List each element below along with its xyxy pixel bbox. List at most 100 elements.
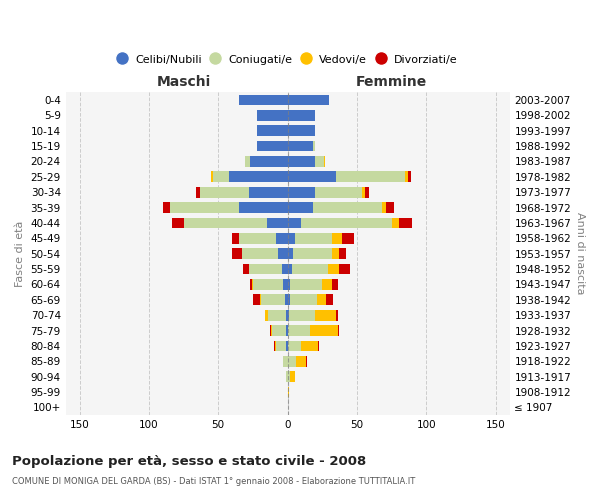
Bar — [253, 294, 260, 305]
Bar — [398, 218, 412, 228]
Bar — [285, 294, 287, 305]
Text: Femmine: Femmine — [356, 75, 427, 89]
Bar — [317, 294, 326, 305]
Bar — [301, 218, 392, 228]
Bar — [295, 233, 332, 243]
Bar — [257, 110, 287, 120]
Bar — [287, 110, 316, 120]
Bar — [332, 233, 341, 243]
Bar — [318, 340, 319, 351]
Bar — [336, 172, 406, 182]
Bar — [287, 94, 329, 106]
Bar — [338, 325, 339, 336]
Bar — [163, 202, 170, 213]
Bar — [269, 325, 271, 336]
Bar — [257, 140, 287, 151]
Bar — [332, 279, 338, 290]
Bar — [287, 187, 316, 198]
Bar — [265, 310, 268, 320]
Bar — [316, 156, 323, 167]
Bar — [336, 310, 338, 320]
Bar — [286, 310, 287, 320]
Bar — [239, 202, 287, 213]
Bar — [249, 187, 287, 198]
Bar — [408, 172, 411, 182]
Bar — [267, 218, 287, 228]
Bar — [272, 325, 286, 336]
Bar — [287, 172, 336, 182]
Bar — [386, 202, 394, 213]
Bar — [287, 233, 295, 243]
Bar — [257, 126, 287, 136]
Bar — [287, 279, 290, 290]
Bar — [229, 172, 287, 182]
Bar — [286, 372, 287, 382]
Bar — [196, 187, 200, 198]
Bar — [332, 248, 339, 259]
Bar — [339, 248, 346, 259]
Bar — [382, 202, 386, 213]
Bar — [322, 279, 332, 290]
Bar — [249, 264, 282, 274]
Bar — [339, 264, 350, 274]
Bar — [406, 172, 408, 182]
Bar — [271, 325, 272, 336]
Bar — [287, 264, 292, 274]
Bar — [268, 310, 286, 320]
Bar — [239, 233, 277, 243]
Bar — [290, 294, 317, 305]
Bar — [287, 218, 301, 228]
Bar — [362, 187, 365, 198]
Bar — [184, 218, 267, 228]
Bar — [305, 356, 307, 366]
Legend: Celibi/Nubili, Coniugati/e, Vedovi/e, Divorziati/e: Celibi/Nubili, Coniugati/e, Vedovi/e, Di… — [113, 50, 462, 69]
Bar — [250, 279, 251, 290]
Bar — [287, 386, 289, 398]
Bar — [274, 340, 275, 351]
Bar — [287, 202, 313, 213]
Bar — [287, 310, 289, 320]
Bar — [261, 294, 285, 305]
Bar — [251, 279, 253, 290]
Bar — [290, 279, 322, 290]
Bar — [282, 264, 287, 274]
Bar — [277, 340, 286, 351]
Bar — [287, 340, 301, 351]
Bar — [328, 264, 339, 274]
Bar — [283, 279, 287, 290]
Bar — [323, 156, 325, 167]
Bar — [292, 264, 328, 274]
Bar — [365, 187, 370, 198]
Bar — [301, 340, 318, 351]
Bar — [286, 325, 287, 336]
Bar — [287, 248, 293, 259]
Bar — [341, 233, 354, 243]
Bar — [243, 264, 249, 274]
Bar — [287, 126, 316, 136]
Bar — [253, 279, 283, 290]
Bar — [172, 218, 184, 228]
Bar — [275, 340, 277, 351]
Bar — [232, 233, 239, 243]
Bar — [232, 248, 242, 259]
Bar — [296, 356, 305, 366]
Text: Popolazione per età, sesso e stato civile - 2008: Popolazione per età, sesso e stato civil… — [12, 455, 366, 468]
Bar — [212, 172, 229, 182]
Bar — [287, 140, 313, 151]
Y-axis label: Anni di nascita: Anni di nascita — [575, 212, 585, 295]
Bar — [170, 202, 239, 213]
Bar — [211, 172, 212, 182]
Bar — [310, 325, 338, 336]
Text: Maschi: Maschi — [157, 75, 211, 89]
Bar — [316, 187, 362, 198]
Bar — [287, 294, 290, 305]
Bar — [289, 310, 316, 320]
Bar — [283, 356, 287, 366]
Bar — [242, 248, 278, 259]
Bar — [250, 156, 287, 167]
Bar — [392, 218, 398, 228]
Bar — [287, 356, 296, 366]
Bar — [313, 202, 382, 213]
Bar — [290, 372, 295, 382]
Bar — [287, 325, 310, 336]
